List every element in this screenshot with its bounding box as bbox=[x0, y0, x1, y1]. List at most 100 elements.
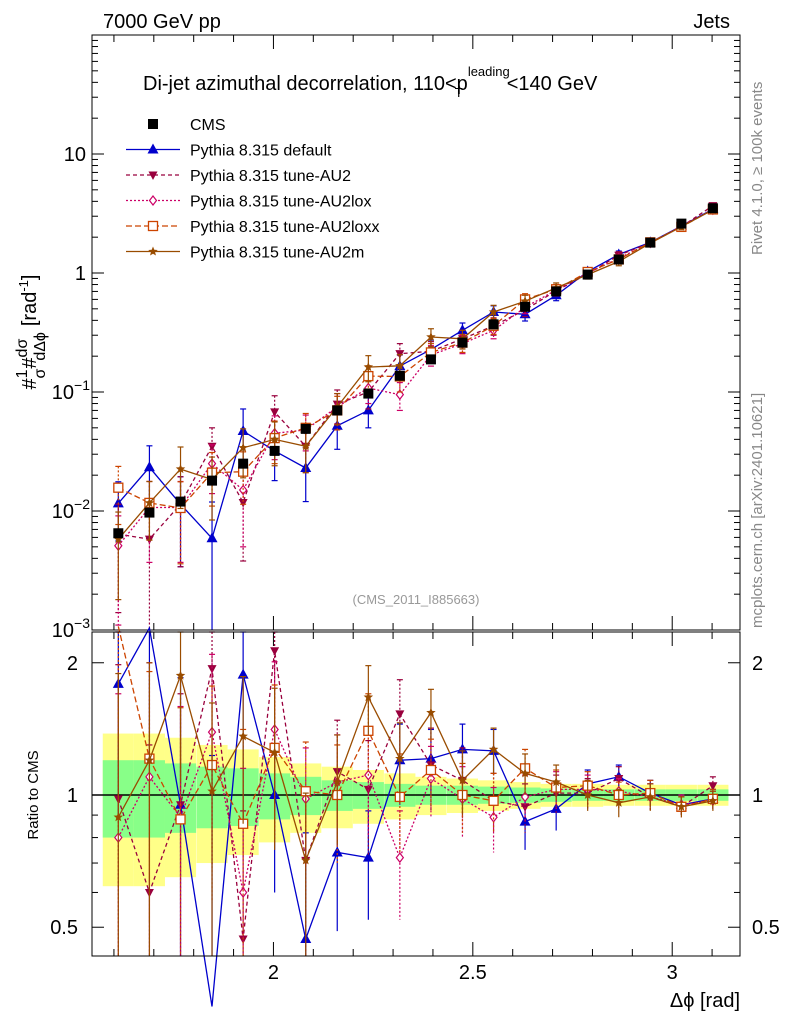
legend-marker bbox=[147, 220, 159, 232]
y-tick-label: 10 bbox=[64, 144, 86, 166]
ratio-point bbox=[175, 814, 186, 825]
ratio-series-line bbox=[117, 727, 713, 893]
series-point bbox=[270, 408, 280, 417]
series-4 bbox=[113, 204, 718, 601]
series-point bbox=[113, 482, 124, 493]
data-point bbox=[300, 423, 311, 434]
series-point bbox=[520, 296, 530, 306]
y-tick-label: 1 bbox=[75, 263, 86, 285]
title-end: <140 GeV bbox=[507, 73, 598, 95]
series-point bbox=[426, 331, 436, 342]
series-1 bbox=[113, 202, 718, 630]
analysis-tag: (CMS_2011_I885663) bbox=[353, 592, 480, 607]
data-series bbox=[113, 203, 718, 539]
series-point bbox=[143, 461, 155, 472]
data-point bbox=[175, 496, 186, 507]
legend-item: Pythia 8.315 tune-AU2loxx bbox=[126, 219, 379, 236]
main-axes: 10−3 10−2 10−1 1 10 bbox=[52, 35, 740, 642]
ratio-point bbox=[457, 775, 468, 785]
ratio-point bbox=[395, 710, 405, 719]
ratio-point bbox=[144, 755, 155, 765]
ratio-y-label: Ratio to CMS bbox=[25, 750, 42, 839]
ylabel-frac1-num: 1 bbox=[14, 369, 31, 378]
ratio-point bbox=[488, 795, 499, 806]
chart-title: Di-jet azimuthal decorrelation, 110<plea… bbox=[143, 64, 598, 100]
legend-label: Pythia 8.315 tune-AU2m bbox=[190, 245, 364, 262]
data-point bbox=[645, 237, 656, 248]
series-line bbox=[117, 209, 714, 540]
title-sub: T bbox=[455, 85, 463, 100]
data-point bbox=[582, 269, 593, 280]
series-point bbox=[456, 324, 468, 335]
ratio-panel: 2 2.5 3 0.5 0.5 1 1 2 2 bbox=[50, 626, 780, 1007]
data-point bbox=[113, 528, 124, 539]
ratio-series-line bbox=[117, 673, 714, 863]
data-point bbox=[488, 319, 499, 330]
data-point bbox=[707, 203, 718, 214]
data-point bbox=[207, 475, 218, 486]
ylabel-prefix: # bbox=[19, 377, 41, 389]
ratio-point bbox=[238, 731, 248, 741]
ylabel-mid: # bbox=[19, 357, 41, 369]
data-point bbox=[457, 337, 468, 348]
ratio-point bbox=[238, 935, 248, 945]
ratio-point bbox=[332, 777, 342, 787]
series-point bbox=[238, 498, 248, 508]
title-main: Di-jet azimuthal decorrelation, 110<p bbox=[143, 73, 468, 95]
legend-label: Pythia 8.315 tune-AU2 bbox=[190, 168, 351, 185]
data-point bbox=[144, 507, 155, 518]
y-tick-label: 10−2 bbox=[52, 496, 90, 523]
ratio-point bbox=[426, 773, 436, 785]
data-point bbox=[520, 301, 531, 312]
series-line bbox=[118, 205, 714, 540]
ratio-point bbox=[520, 791, 530, 803]
series-2 bbox=[114, 204, 718, 626]
y-tick-label: 10−1 bbox=[52, 377, 90, 404]
legend-item: Pythia 8.315 tune-AU2lox bbox=[126, 194, 371, 211]
ratio-point bbox=[520, 768, 530, 778]
ylabel-frac2-den: dΔϕ bbox=[32, 332, 49, 361]
legend-marker bbox=[148, 119, 158, 129]
ratio-point bbox=[426, 707, 436, 717]
svg-text:#1σ#dσdΔϕ[rad-1]: #1σ#dσdΔϕ[rad-1] bbox=[14, 275, 49, 390]
header-right: Jets bbox=[693, 11, 730, 33]
ratio-point bbox=[175, 670, 186, 680]
legend-item: Pythia 8.315 tune-AU2m bbox=[126, 245, 364, 262]
series-0 bbox=[112, 203, 719, 630]
series-line bbox=[117, 209, 714, 547]
ratio-point bbox=[425, 764, 437, 776]
ratio-y-tick-label: 2 bbox=[67, 653, 78, 675]
ratio-point bbox=[362, 851, 374, 862]
ratio-point bbox=[645, 791, 656, 801]
x-axis-label: Δϕ [rad] bbox=[670, 990, 740, 1012]
ratio-point bbox=[113, 812, 124, 822]
ratio-axes: 2 2.5 3 0.5 0.5 1 1 2 2 bbox=[50, 632, 780, 984]
ratio-series-line bbox=[117, 626, 714, 1007]
y-axis-label: #1σ#dσdΔϕ[rad-1] bbox=[14, 275, 49, 390]
data-point bbox=[676, 218, 687, 229]
data-point bbox=[332, 405, 343, 416]
data-point bbox=[394, 370, 405, 381]
mcplots-label: mcplots.cern.ch [arXiv:2401.10621] bbox=[749, 393, 766, 628]
series-point bbox=[488, 307, 499, 317]
series-point bbox=[144, 497, 155, 507]
ratio-point bbox=[488, 744, 499, 754]
ratio-series-layer bbox=[112, 626, 719, 1007]
ylabel-units-end: ] bbox=[19, 275, 41, 281]
ratio-point bbox=[300, 855, 311, 865]
series-point bbox=[363, 362, 374, 372]
ratio-y-tick-label: 1 bbox=[67, 785, 78, 807]
x-tick-label: 3 bbox=[667, 962, 678, 984]
ratio-y-tick-label-right: 0.5 bbox=[752, 917, 780, 939]
data-point bbox=[425, 354, 436, 365]
header-left: 7000 GeV pp bbox=[103, 11, 221, 33]
series-point bbox=[206, 532, 218, 543]
ratio-point bbox=[395, 753, 405, 763]
ratio-y-tick-label-right: 1 bbox=[752, 785, 763, 807]
ratio-point bbox=[708, 782, 718, 791]
series-point bbox=[238, 484, 248, 496]
series-point bbox=[113, 534, 124, 544]
ratio-point bbox=[395, 852, 405, 864]
x-tick-label: 2 bbox=[268, 962, 279, 984]
legend-marker bbox=[148, 171, 158, 180]
